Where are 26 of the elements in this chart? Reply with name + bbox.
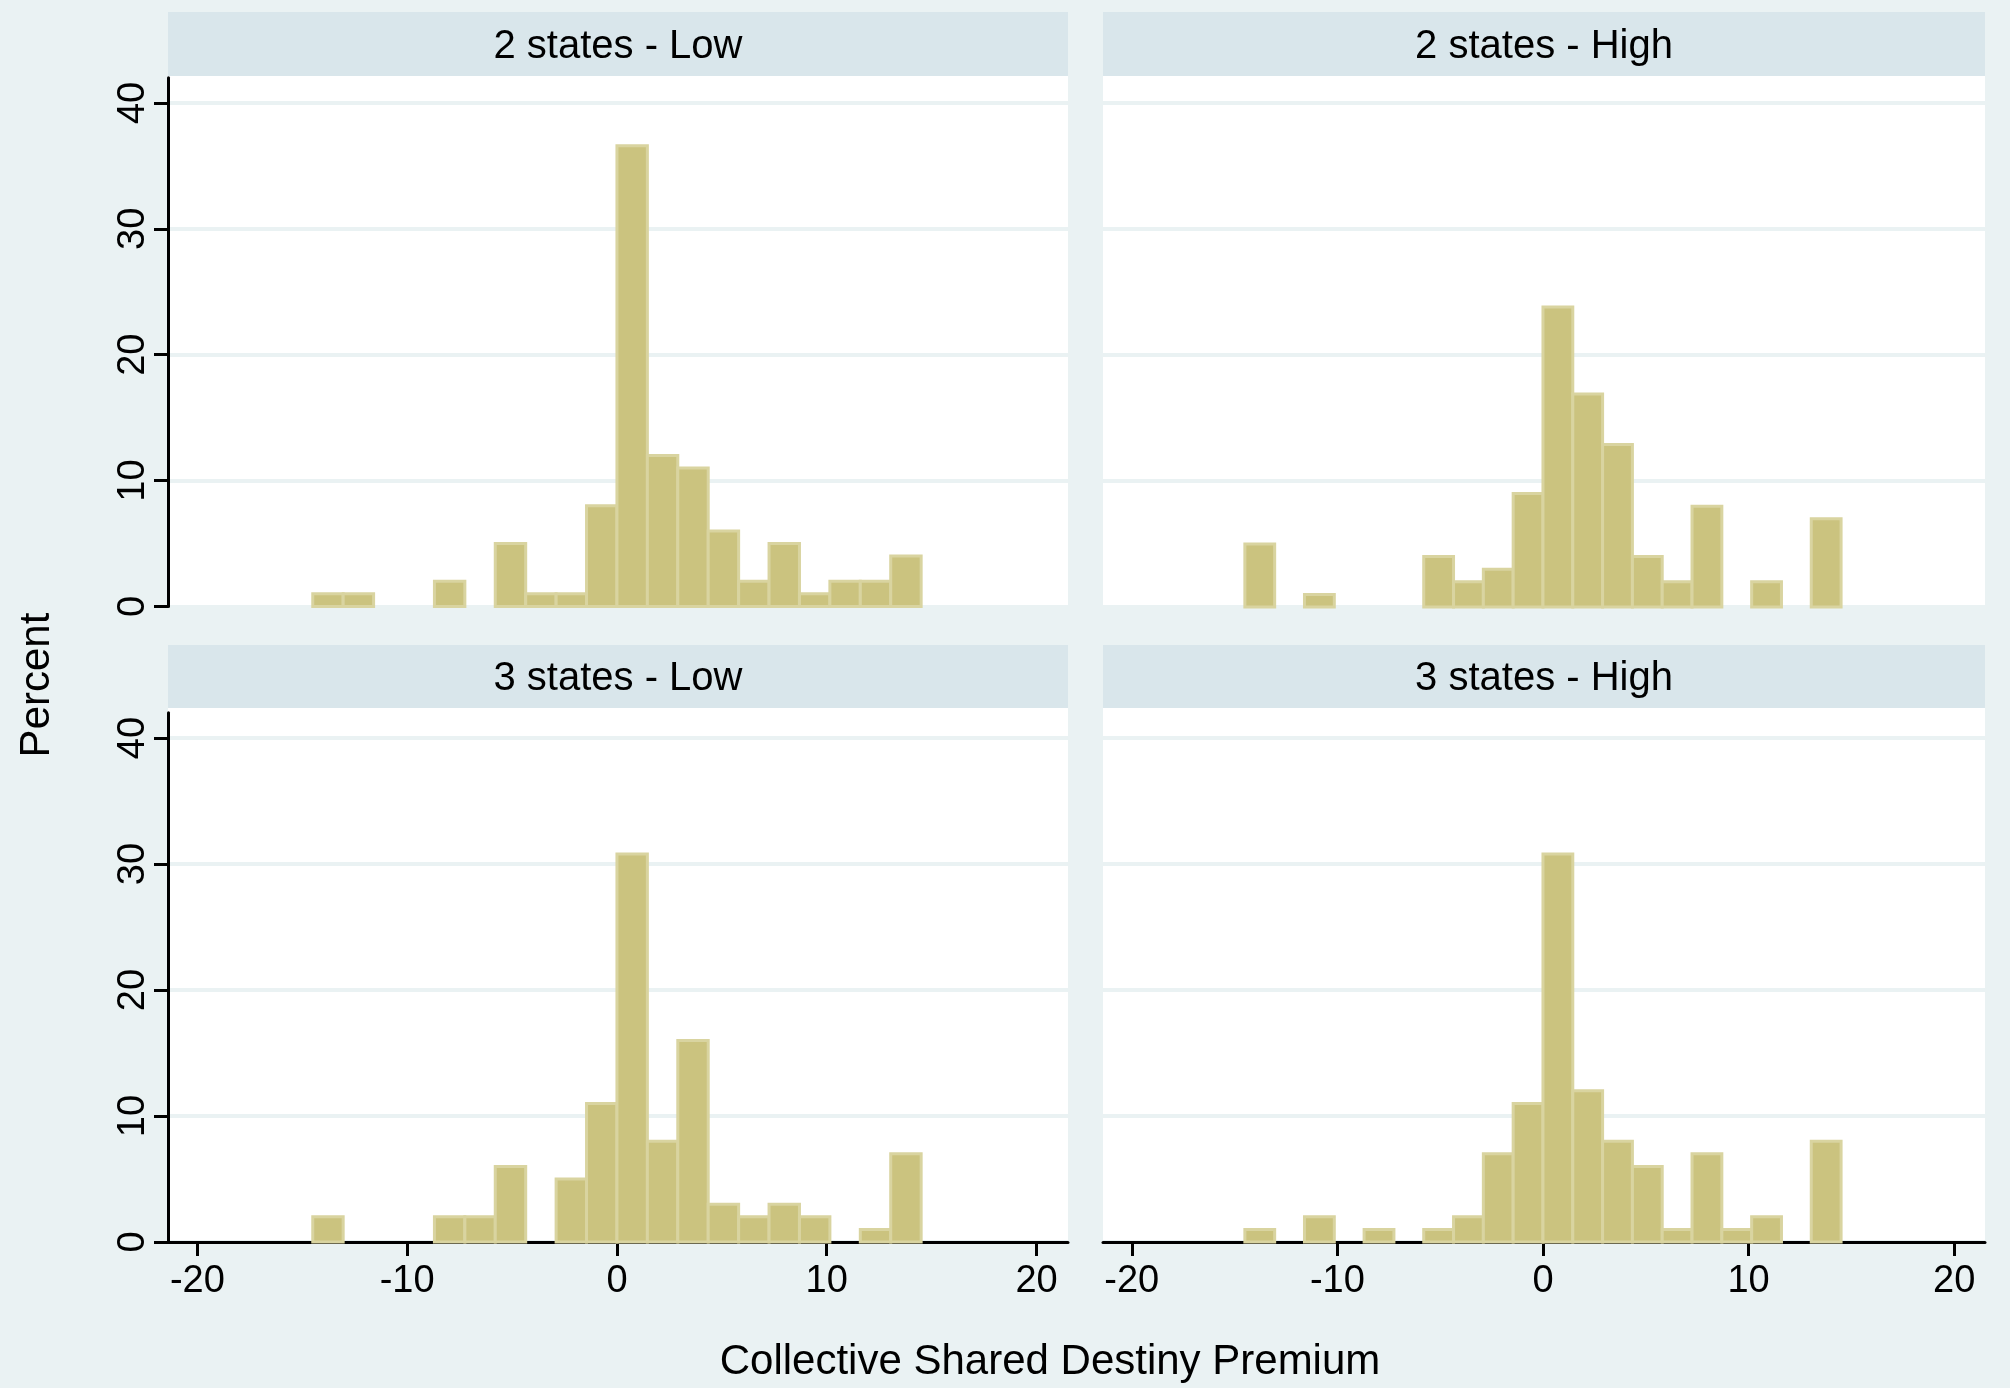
- x-tick-label: 0: [606, 1258, 628, 1300]
- y-tick-label: 40: [110, 81, 152, 125]
- y-axis-title: Percent: [11, 612, 59, 758]
- x-tick-label: -10: [379, 1258, 435, 1300]
- y-tick-label: 40: [110, 716, 152, 760]
- x-tick-label: 0: [1532, 1258, 1554, 1300]
- x-tick-label: 20: [1933, 1258, 1976, 1300]
- x-tick-label: 20: [1015, 1258, 1058, 1300]
- chart-title: 2 states - Low: [168, 12, 1068, 76]
- y-tick-label: 30: [110, 842, 152, 886]
- y-tick-label: 20: [110, 968, 152, 1012]
- chart-title: 2 states - High: [1103, 12, 1985, 76]
- y-tick-label: 30: [110, 207, 152, 250]
- y-tick-label: 0: [110, 595, 152, 617]
- y-tick-label: 20: [110, 333, 152, 376]
- chart-title: 3 states - Low: [168, 645, 1068, 708]
- x-axis-title: Collective Shared Destiny Premium: [719, 1336, 1381, 1384]
- x-tick-label: -10: [1309, 1258, 1365, 1300]
- x-tick-label: 10: [1727, 1258, 1770, 1300]
- x-tick-label: 10: [805, 1258, 848, 1300]
- y-tick-label: 10: [110, 1094, 152, 1138]
- y-tick-label: 0: [110, 1231, 152, 1253]
- x-tick-label: -20: [1104, 1258, 1160, 1300]
- y-tick-label: 10: [110, 459, 152, 502]
- chart-title: 3 states - High: [1103, 645, 1985, 708]
- x-tick-label: -20: [169, 1258, 225, 1300]
